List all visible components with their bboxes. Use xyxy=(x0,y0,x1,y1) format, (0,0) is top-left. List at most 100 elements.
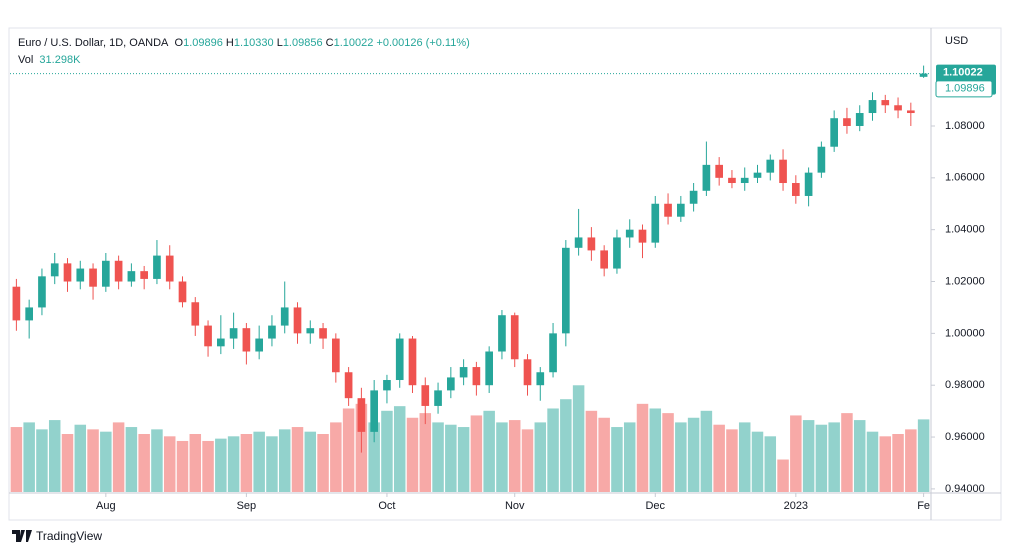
candle-body xyxy=(76,268,85,282)
candle-body xyxy=(50,263,59,277)
candle-body xyxy=(89,268,97,287)
volume-bar xyxy=(445,424,457,492)
volume-bar xyxy=(138,434,150,492)
candle-body xyxy=(319,328,327,339)
candle-body xyxy=(804,172,813,196)
candle-body xyxy=(242,328,251,352)
y-tick-label: 1.02000 xyxy=(945,275,985,287)
volume-row: Vol 31.298K xyxy=(18,52,470,69)
volume-bar xyxy=(163,436,176,492)
volume-bar xyxy=(125,427,138,492)
x-tick-label: Oct xyxy=(378,500,395,512)
candle-body xyxy=(140,271,148,279)
value: 1.09896 xyxy=(183,37,223,49)
volume-bar xyxy=(151,429,163,492)
volume-bar xyxy=(291,427,304,492)
candle-body xyxy=(383,380,391,391)
key: L xyxy=(276,37,283,49)
volume-bar xyxy=(10,427,23,492)
candle-body xyxy=(868,100,877,114)
volume-bar xyxy=(176,440,189,492)
volume-bar xyxy=(112,422,125,492)
volume-bar xyxy=(687,417,700,492)
candle-body xyxy=(472,367,481,386)
candle-body xyxy=(881,100,890,106)
candle-body xyxy=(332,338,340,373)
volume-bar xyxy=(23,422,35,492)
y-tick-label: 0.98000 xyxy=(945,379,985,391)
candle-body xyxy=(638,229,647,243)
volume-bar xyxy=(36,429,48,492)
volume-bar xyxy=(547,408,559,492)
candle-body xyxy=(792,183,800,196)
brand-name: TradingView xyxy=(36,529,103,543)
volume-bar xyxy=(623,422,636,492)
volume-bar xyxy=(713,424,725,492)
candle-body xyxy=(728,177,736,184)
volume-bar xyxy=(879,436,892,492)
candle-body xyxy=(280,307,289,326)
x-tick-label: Nov xyxy=(505,500,525,512)
volume-bar xyxy=(368,422,380,492)
volume-bar xyxy=(342,408,355,492)
change: +0.00126 (+0.11%) xyxy=(376,37,470,49)
volume-bar xyxy=(905,429,917,492)
candle-body xyxy=(549,333,557,373)
key: Vol xyxy=(18,54,34,66)
candles xyxy=(10,65,930,453)
candle-body xyxy=(625,229,634,238)
volume-bars xyxy=(10,385,930,492)
x-tick-label: Dec xyxy=(645,500,665,512)
candle-body xyxy=(817,146,826,173)
volume-bar xyxy=(572,385,585,492)
volume-bar xyxy=(457,427,470,492)
volume-bar xyxy=(87,429,99,492)
candle-body xyxy=(217,338,225,347)
value: 1.10330 xyxy=(233,37,274,49)
candle-body xyxy=(753,172,762,178)
volume-bar xyxy=(330,422,342,492)
volume-bar xyxy=(406,417,419,492)
candle-body xyxy=(677,203,685,217)
candle-body xyxy=(894,105,902,111)
key: H xyxy=(225,37,234,49)
volume-bar xyxy=(585,410,598,492)
key: O xyxy=(174,37,184,49)
y-tick-label: 0.96000 xyxy=(945,431,985,443)
value: 1.09856 xyxy=(282,37,323,49)
volume-bar xyxy=(777,459,789,492)
candle-body xyxy=(204,325,212,347)
volume-bar xyxy=(253,431,265,492)
candle-body xyxy=(766,159,775,173)
y-tick-label: 1.08000 xyxy=(945,120,985,132)
candle-body xyxy=(293,307,302,334)
candle-body xyxy=(779,159,787,184)
candle-body xyxy=(229,328,238,339)
volume-bar xyxy=(866,431,879,492)
candle-body xyxy=(370,390,378,432)
candle-body xyxy=(562,247,570,334)
y-tick-label: 1.06000 xyxy=(945,172,985,184)
volume-bar xyxy=(278,429,291,492)
volume-bar xyxy=(240,434,253,492)
brand[interactable]: TradingView xyxy=(12,529,102,543)
candle-body xyxy=(613,237,621,269)
candle-body xyxy=(587,237,596,251)
candle-body xyxy=(536,372,545,386)
volume-bar xyxy=(662,413,674,492)
volume-bar xyxy=(419,413,432,492)
volume-bar xyxy=(764,436,777,492)
candle-body xyxy=(510,315,519,360)
volume-bar xyxy=(470,415,483,492)
candle-body xyxy=(306,328,315,334)
candle-body xyxy=(153,255,161,279)
volume-bar xyxy=(828,422,840,492)
y-tick-label: 1.04000 xyxy=(945,224,985,236)
candle-body xyxy=(268,325,276,339)
volume-bar xyxy=(636,403,649,492)
volume-bar xyxy=(189,434,202,492)
candle-body xyxy=(178,281,187,303)
candle-body xyxy=(165,255,174,282)
